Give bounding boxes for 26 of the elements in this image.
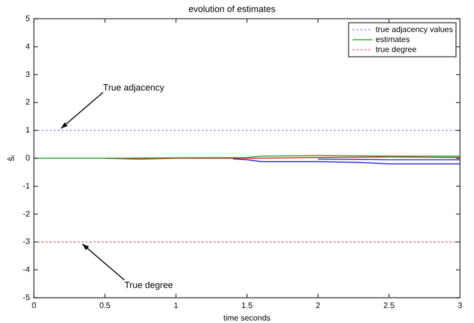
y-tick-label: -3 <box>22 237 30 246</box>
annotation: True degree <box>124 280 174 290</box>
x-tick-label: 0.5 <box>99 300 112 310</box>
x-tick-label: 0 <box>32 300 37 310</box>
legend-label: true adjacency values <box>376 25 454 34</box>
chart-title: evolution of estimates <box>188 4 276 14</box>
y-tick-label: -5 <box>22 293 30 302</box>
annotation: True adjacency <box>103 82 165 92</box>
y-axis-title: ŝᵢ <box>6 155 16 162</box>
legend-label: true degree <box>376 45 418 54</box>
y-tick-label: -2 <box>22 209 30 218</box>
x-axis-title: time seconds <box>223 313 271 322</box>
x-tick-label: 3 <box>458 300 463 310</box>
y-tick-label: 3 <box>25 70 30 79</box>
x-tick-label: 1 <box>174 300 179 310</box>
x-tick-label: 1.5 <box>241 300 254 310</box>
y-tick-label: 2 <box>25 98 30 107</box>
y-tick-label: 5 <box>25 14 30 24</box>
y-tick-label: -1 <box>22 181 30 190</box>
y-tick-label: 0 <box>25 154 30 163</box>
legend-label: estimates <box>376 35 410 44</box>
x-tick-label: 2 <box>316 300 321 310</box>
y-tick-label: 4 <box>25 42 30 51</box>
y-tick-label: -4 <box>22 265 30 274</box>
y-tick-label: 1 <box>25 126 30 135</box>
x-tick-label: 2.5 <box>383 300 396 310</box>
